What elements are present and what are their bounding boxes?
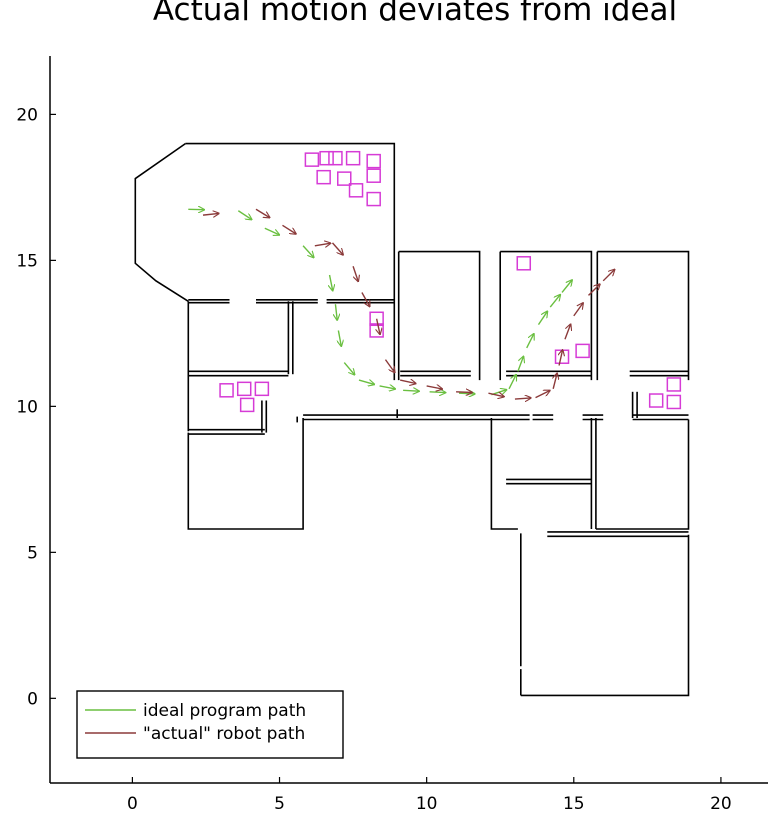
floorplan-wall [187, 418, 304, 530]
floorplan-wall [597, 250, 690, 381]
marker-square [319, 150, 334, 166]
x-tick-label: 20 [710, 794, 732, 814]
x-tick-label: 5 [274, 794, 285, 814]
y-tick-label: 20 [16, 105, 38, 125]
marker-square [236, 381, 252, 397]
ideal-path-arrow [561, 280, 572, 293]
floorplan-wall [185, 142, 396, 381]
marker-square [254, 381, 270, 397]
floorplan [134, 142, 690, 697]
ideal-path-arrow [343, 362, 354, 375]
axes: 0 5 10 15 20 0 5 10 15 20 [16, 56, 768, 814]
actual-path-arrow [553, 373, 557, 390]
legend-box [76, 690, 344, 759]
actual-path-arrow [573, 303, 583, 317]
floorplan-wall [595, 419, 690, 530]
marker-square [219, 383, 234, 398]
ideal-path-arrow [508, 375, 516, 390]
marker-square [369, 311, 384, 327]
actual-path-arrow [384, 359, 394, 373]
actual-path-arrow [282, 224, 296, 234]
actual-path-arrow [202, 213, 219, 215]
ideal-path-arrow [379, 386, 396, 389]
ideal-path-arrow [358, 380, 374, 384]
actual-path-arrow [400, 380, 416, 383]
actual-path-arrow [426, 386, 443, 389]
marker-square [328, 150, 343, 166]
ideal-path-arrow [237, 210, 251, 220]
marker-square [666, 394, 682, 410]
floorplan-wall [398, 250, 481, 381]
actual-path-arrow [361, 292, 370, 306]
path-series [188, 209, 614, 399]
ideal-path-arrow [330, 274, 333, 291]
actual-path-arrow [564, 324, 571, 340]
legend: ideal program path "actual" robot path [76, 690, 344, 759]
marker-square [348, 183, 364, 198]
ideal-path-arrow [429, 392, 446, 393]
ideal-path-arrow [302, 245, 314, 258]
x-tick-label: 15 [563, 794, 585, 814]
floorplan-wall [134, 142, 189, 302]
actual-path-arrow [331, 242, 343, 255]
marker-square [316, 169, 331, 185]
actual-path-arrow [255, 208, 270, 217]
ideal-path-arrow [403, 390, 419, 391]
marker-square [366, 168, 381, 183]
actual-path-arrow [314, 243, 331, 246]
marker-square [337, 171, 352, 186]
ideal-path-arrow [458, 393, 475, 394]
marker-square [366, 191, 381, 207]
actual-path-arrow [588, 284, 600, 296]
ideal-path-arrow [517, 356, 524, 372]
ideal-path-arrow [338, 330, 341, 346]
y-tick-label: 10 [16, 397, 38, 417]
actual-path-arrow [377, 318, 380, 335]
ideal-path-arrow [526, 334, 534, 349]
marker-square [304, 152, 320, 167]
marker-squares [219, 150, 682, 413]
marker-square [516, 256, 532, 271]
x-tick-label: 10 [416, 794, 438, 814]
marker-square [369, 323, 384, 338]
y-tick-label: 0 [27, 689, 38, 709]
marker-square [239, 397, 255, 413]
y-tick-label: 15 [16, 251, 38, 271]
ideal-path-arrow [537, 311, 547, 326]
actual-path-arrow [514, 398, 531, 399]
ideal-path-arrow [549, 295, 560, 308]
legend-label-actual: "actual" robot path [143, 724, 305, 744]
actual-path-arrow [602, 270, 614, 282]
marker-square [648, 393, 664, 408]
marker-square [666, 377, 682, 392]
x-tick-label: 0 [127, 794, 138, 814]
actual-path-arrow [559, 350, 563, 366]
floorplan-wall [500, 250, 593, 381]
floorplan-wall [490, 418, 518, 530]
ideal-path-arrow [264, 227, 280, 235]
legend-label-ideal: ideal program path [143, 701, 306, 721]
marker-square [575, 343, 590, 359]
y-tick-label: 5 [27, 543, 38, 563]
actual-path-arrow [456, 392, 472, 393]
actual-path-arrow [535, 391, 550, 399]
ideal-path-arrow [335, 304, 337, 320]
floorplan-wall [520, 534, 690, 697]
chart-title: Actual motion deviates from ideal [152, 0, 678, 28]
actual-path-arrow [352, 265, 358, 281]
marker-square [366, 153, 381, 169]
actual-path-arrow [488, 393, 504, 396]
marker-square [345, 150, 361, 166]
